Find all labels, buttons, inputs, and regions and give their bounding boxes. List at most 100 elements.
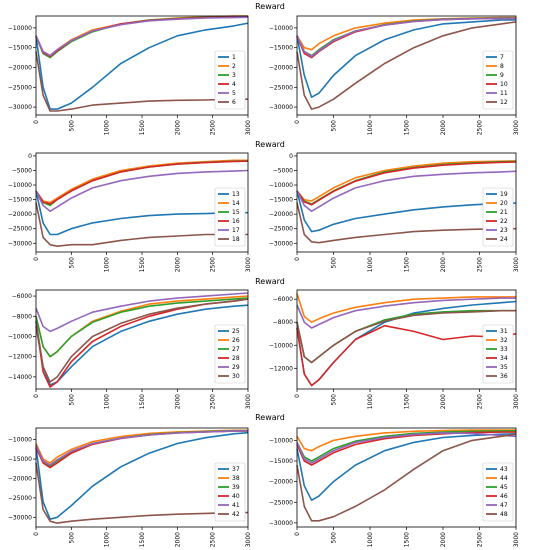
- series-line-44: [296, 429, 516, 452]
- series-line-30: [35, 298, 249, 383]
- x-tick-label: 500: [68, 532, 75, 544]
- y-tick-label: −30000: [8, 514, 32, 521]
- y-tick-label: −25000: [8, 226, 32, 233]
- x-tick-label: 500: [331, 532, 338, 544]
- y-tick-label: −14000: [8, 374, 32, 381]
- chart-panel-7: −10000 −15000 −20000 −25000 −30000 0 500 1000 15…: [8, 427, 252, 547]
- legend-label: 12: [500, 99, 508, 106]
- y-tick-label: −20000: [8, 64, 32, 71]
- series-line-34: [296, 324, 517, 387]
- x-tick-label: 1500: [404, 257, 411, 272]
- y-tick-label: −10000: [8, 437, 32, 444]
- chart-panel-3: 0 −5000 −10000 −15000 −20000 −25000 −30000 0 500…: [8, 152, 252, 272]
- y-tick-label: −25000: [269, 226, 293, 233]
- series-line-41: [35, 430, 248, 466]
- y-tick-label: −20000: [8, 475, 32, 482]
- x-tick-label: 1000: [104, 120, 111, 135]
- legend-label: 1: [232, 54, 236, 61]
- series-line-29: [35, 292, 249, 333]
- chart-panel-5: −6000 −8000 −10000 −12000 −14000 0 500 1000 1500…: [8, 289, 252, 409]
- x-tick-label: 500: [331, 394, 338, 406]
- y-tick-label: −25000: [269, 499, 293, 506]
- y-tick-label: 0: [28, 153, 32, 160]
- legend-label: 8: [500, 63, 504, 70]
- x-tick-label: 0: [33, 532, 40, 536]
- legend-label: 41: [232, 502, 240, 509]
- legend-label: 29: [232, 364, 240, 371]
- x-tick-label: 2000: [440, 120, 447, 135]
- legend-box: [214, 324, 246, 384]
- legend-label: 30: [232, 373, 240, 380]
- y-tick-label: −10000: [269, 437, 293, 444]
- series-line-4: [35, 16, 249, 58]
- legend-label: 22: [500, 218, 508, 225]
- x-tick-label: 2500: [477, 257, 484, 272]
- y-tick-label: −15000: [269, 458, 293, 465]
- y-tick-label: −5000: [273, 167, 293, 174]
- legend-label: 16: [232, 218, 240, 225]
- x-tick-label: 0: [33, 120, 40, 124]
- row-title-4: Reward: [255, 413, 285, 422]
- x-tick-label: 1000: [367, 532, 374, 547]
- x-tick-label: 2500: [477, 120, 484, 135]
- legend-label: 17: [232, 227, 240, 234]
- x-tick-label: 1500: [404, 394, 411, 409]
- legend-box: [482, 187, 514, 247]
- x-tick-label: 500: [68, 257, 75, 269]
- series-line-36: [296, 309, 516, 364]
- series-line-27: [35, 297, 249, 358]
- legend-label: 3: [232, 72, 236, 79]
- y-tick-label: −25000: [8, 84, 32, 91]
- legend-label: 26: [232, 337, 240, 344]
- y-tick-label: 0: [289, 153, 293, 160]
- legend-label: 13: [232, 191, 240, 198]
- legend-box: [214, 187, 246, 247]
- legend-label: 6: [232, 99, 236, 106]
- series-line-32: [296, 293, 516, 323]
- x-tick-label: 1000: [367, 120, 374, 135]
- series-line-24: [296, 202, 516, 244]
- series-line-13: [35, 190, 248, 236]
- y-tick-label: −25000: [8, 495, 32, 502]
- legend-label: 25: [232, 328, 240, 335]
- x-tick-label: 2500: [210, 394, 217, 409]
- legend-label: 32: [500, 337, 508, 344]
- x-tick-label: 2000: [174, 257, 181, 272]
- y-tick-label: −15000: [269, 45, 293, 52]
- x-tick-label: 2000: [174, 532, 181, 547]
- y-tick-label: −12000: [269, 365, 293, 372]
- series-line-18: [35, 202, 248, 247]
- y-tick-label: −12000: [8, 354, 32, 361]
- series-line-43: [296, 433, 517, 501]
- x-tick-label: 1500: [139, 257, 146, 272]
- y-tick-label: −20000: [269, 64, 293, 71]
- legend-box: [214, 462, 246, 522]
- y-tick-label: −15000: [8, 45, 32, 52]
- legend-label: 46: [500, 493, 508, 500]
- legend-label: 37: [232, 466, 240, 473]
- x-tick-label: 2500: [210, 257, 217, 272]
- legend-box: [482, 324, 514, 384]
- x-tick-label: 1500: [139, 532, 146, 547]
- legend-label: 33: [500, 346, 508, 353]
- series-line-19: [296, 190, 517, 233]
- series-line-1: [35, 22, 249, 110]
- legend: 37 38 39 40 41 42: [214, 462, 246, 522]
- x-tick-label: 500: [68, 120, 75, 132]
- legend-box: [214, 50, 246, 110]
- y-tick-label: −15000: [269, 197, 293, 204]
- x-tick-label: 2000: [440, 532, 447, 547]
- x-tick-label: 3000: [513, 532, 520, 547]
- row-title-3: Reward: [255, 277, 285, 286]
- y-tick-label: −10000: [269, 182, 293, 189]
- legend: 7 8 9 10 11 12: [482, 50, 514, 110]
- legend-label: 21: [500, 209, 508, 216]
- legend-label: 11: [500, 90, 508, 97]
- x-tick-label: 2500: [210, 120, 217, 135]
- x-tick-label: 2000: [440, 394, 447, 409]
- series-line-11: [296, 17, 516, 58]
- y-tick-label: −6000: [12, 293, 32, 300]
- y-tick-label: −6000: [273, 296, 293, 303]
